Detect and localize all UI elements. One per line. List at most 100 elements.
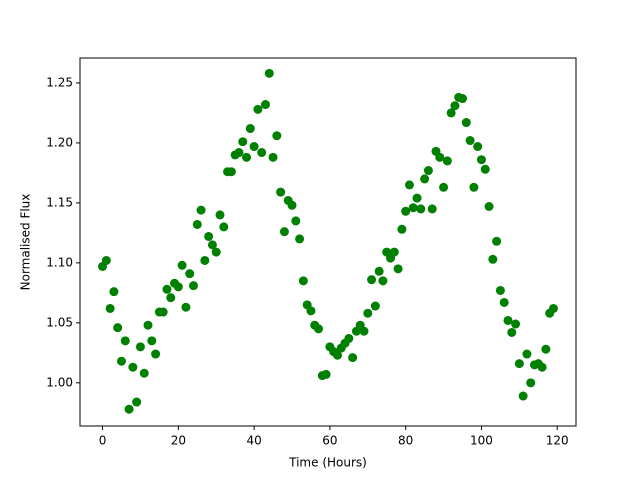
- point: [287, 200, 297, 210]
- point: [173, 282, 183, 292]
- point: [147, 336, 157, 346]
- y-tick-label: 1.05: [46, 315, 73, 329]
- point: [276, 187, 286, 197]
- y-axis-label: Normalised Flux: [19, 194, 33, 291]
- point: [514, 359, 524, 369]
- point: [253, 104, 263, 114]
- point: [245, 124, 255, 134]
- point: [442, 156, 452, 166]
- point: [416, 204, 426, 214]
- point: [306, 306, 316, 316]
- point: [427, 204, 437, 214]
- point: [268, 152, 278, 162]
- point: [298, 276, 308, 286]
- point: [249, 142, 259, 152]
- point: [272, 131, 282, 141]
- x-tick-label: 120: [546, 434, 569, 448]
- point: [370, 301, 380, 311]
- point: [207, 240, 217, 250]
- point: [109, 287, 119, 297]
- point: [404, 180, 414, 190]
- y-tick-label: 1.20: [46, 135, 73, 149]
- point: [548, 303, 558, 313]
- point: [522, 349, 532, 359]
- point: [105, 303, 115, 313]
- point: [461, 118, 471, 128]
- point: [507, 327, 517, 337]
- point: [499, 297, 509, 307]
- y-tick-label: 1.25: [46, 75, 73, 89]
- point: [151, 349, 161, 359]
- point: [378, 276, 388, 286]
- point: [401, 206, 411, 216]
- x-tick-label: 0: [99, 434, 107, 448]
- point: [188, 281, 198, 291]
- point: [226, 167, 236, 177]
- point: [476, 155, 486, 165]
- point: [260, 100, 270, 110]
- point: [132, 397, 142, 407]
- point: [480, 164, 490, 174]
- point: [348, 353, 358, 363]
- point: [128, 362, 138, 372]
- point: [113, 323, 123, 333]
- point: [458, 94, 468, 104]
- point: [279, 227, 289, 237]
- point: [408, 203, 418, 213]
- point: [389, 247, 399, 257]
- point: [181, 302, 191, 312]
- y-tick-label: 1.10: [46, 255, 73, 269]
- point: [177, 260, 187, 270]
- point: [185, 269, 195, 279]
- point: [488, 254, 498, 264]
- point: [439, 182, 449, 192]
- point: [257, 148, 267, 158]
- point: [363, 308, 373, 318]
- point: [503, 315, 513, 325]
- point: [541, 344, 551, 354]
- point: [120, 336, 130, 346]
- point: [295, 234, 305, 244]
- point: [465, 136, 475, 146]
- point: [374, 266, 384, 276]
- x-tick-label: 40: [246, 434, 261, 448]
- point: [166, 293, 176, 303]
- point: [162, 284, 172, 294]
- x-tick-label: 80: [398, 434, 413, 448]
- point: [238, 137, 248, 147]
- point: [234, 148, 244, 158]
- y-tick-label: 1.00: [46, 375, 73, 389]
- point: [344, 333, 354, 343]
- point: [518, 391, 528, 401]
- point: [397, 224, 407, 234]
- point: [435, 152, 445, 162]
- point: [219, 222, 229, 232]
- point: [492, 236, 502, 246]
- point: [484, 201, 494, 211]
- point: [332, 350, 342, 360]
- point: [139, 368, 149, 378]
- point: [101, 255, 111, 265]
- point: [291, 216, 301, 226]
- point: [158, 307, 168, 317]
- point: [511, 319, 521, 329]
- point: [526, 378, 536, 388]
- point: [446, 108, 456, 118]
- x-tick-label: 100: [470, 434, 493, 448]
- point: [367, 275, 377, 285]
- x-tick-label: 60: [322, 434, 337, 448]
- point: [124, 404, 134, 414]
- point: [116, 356, 126, 366]
- point: [537, 362, 547, 372]
- plot-frame: [79, 57, 577, 427]
- point: [204, 231, 214, 241]
- point: [412, 193, 422, 203]
- point: [473, 142, 483, 152]
- point: [192, 219, 202, 229]
- point: [215, 210, 225, 220]
- point: [420, 174, 430, 184]
- x-axis-label: Time (Hours): [288, 456, 367, 470]
- point: [314, 324, 324, 334]
- point: [450, 101, 460, 111]
- point: [495, 285, 505, 295]
